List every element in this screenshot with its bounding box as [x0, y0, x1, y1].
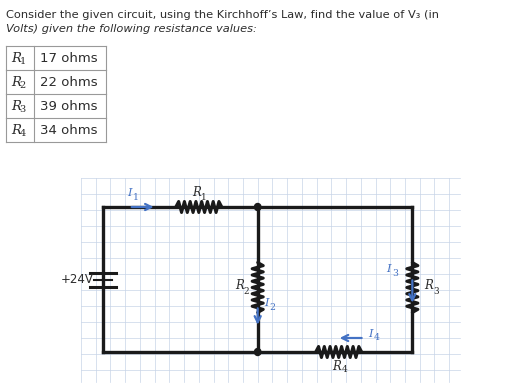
- Text: R: R: [11, 75, 21, 89]
- Text: 1: 1: [201, 192, 206, 202]
- Text: 2: 2: [270, 303, 275, 312]
- Text: 1: 1: [19, 57, 26, 66]
- Text: 17 ohms: 17 ohms: [40, 51, 97, 65]
- Text: 3: 3: [392, 269, 398, 278]
- Text: I: I: [264, 298, 269, 308]
- Text: Volts) given the following resistance values:: Volts) given the following resistance va…: [7, 24, 258, 34]
- Circle shape: [254, 349, 261, 356]
- Text: 4: 4: [19, 129, 26, 138]
- Circle shape: [254, 204, 261, 211]
- Text: 3: 3: [19, 105, 26, 114]
- Text: 39 ohms: 39 ohms: [40, 99, 97, 113]
- Text: 1: 1: [132, 192, 139, 202]
- Text: 2: 2: [244, 287, 249, 296]
- Text: 4: 4: [341, 365, 347, 375]
- Text: R: R: [192, 187, 202, 200]
- Text: R: R: [11, 51, 21, 65]
- Text: R: R: [424, 279, 433, 292]
- Text: Consider the given circuit, using the Kirchhoff’s Law, find the value of V₃ (in: Consider the given circuit, using the Ki…: [7, 10, 440, 20]
- Text: 34 ohms: 34 ohms: [40, 123, 97, 137]
- Text: 3: 3: [433, 287, 439, 296]
- Text: R: R: [11, 99, 21, 113]
- Text: I: I: [368, 329, 372, 339]
- Text: R: R: [11, 123, 21, 137]
- Text: R: R: [332, 360, 341, 373]
- Text: R: R: [235, 279, 244, 292]
- Text: I: I: [127, 188, 131, 198]
- Text: 2: 2: [19, 81, 26, 90]
- Text: +24V: +24V: [61, 273, 94, 286]
- Text: 4: 4: [373, 334, 380, 342]
- Text: 22 ohms: 22 ohms: [40, 75, 97, 89]
- Text: I: I: [387, 264, 391, 274]
